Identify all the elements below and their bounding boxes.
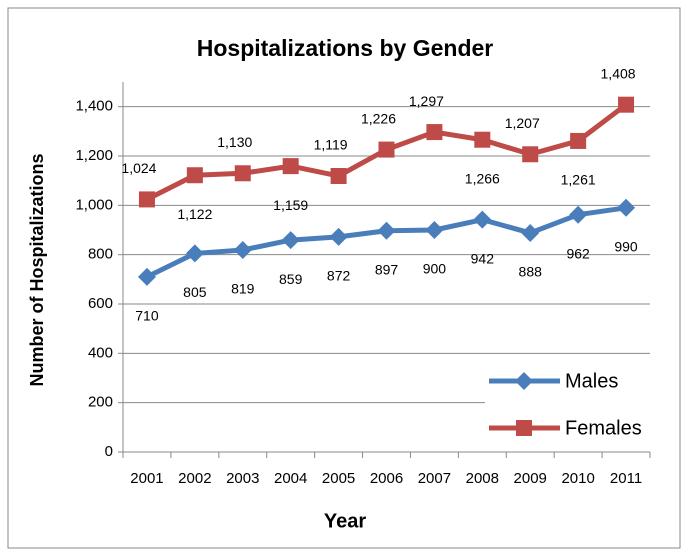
legend-label: Males [565,370,618,392]
data-label: 1,266 [465,170,500,186]
legend-box [485,360,650,450]
data-label: 1,130 [217,134,252,150]
marker [138,191,155,208]
legend-label: Females [565,417,642,439]
marker [281,231,300,250]
data-label: 859 [279,271,303,287]
chart-frame [7,7,681,549]
x-tick-label: 2007 [418,470,451,487]
data-label: 990 [614,239,638,255]
y-tick-label: 1,400 [75,98,113,115]
marker [234,165,251,182]
marker [425,221,444,239]
marker [618,96,635,113]
y-tick-label: 800 [88,246,113,263]
x-axis-label: Year [324,510,366,532]
marker [282,158,299,175]
data-label: 1,226 [361,110,396,126]
marker [330,167,347,184]
y-tick-label: 200 [88,394,113,411]
marker [473,210,492,229]
marker [570,132,587,149]
data-label: 872 [327,268,351,284]
y-tick-label: 400 [88,344,113,361]
data-label: 1,122 [177,206,212,222]
x-tick-label: 2010 [561,470,594,487]
y-tick-label: 1,200 [75,147,113,164]
x-tick-label: 2001 [130,470,163,487]
marker [522,146,539,163]
data-label: 1,159 [273,197,308,213]
marker [233,240,252,259]
data-label: 1,408 [601,65,636,81]
marker [426,124,443,141]
y-tick-label: 0 [105,443,113,460]
y-tick-label: 1,000 [75,196,113,213]
marker [329,227,348,246]
marker [186,167,203,184]
data-label: 962 [566,245,590,261]
marker [137,267,156,286]
data-label: 1,207 [505,115,540,131]
marker [516,420,532,436]
marker [617,198,636,217]
data-label: 900 [423,261,447,277]
x-tick-label: 2011 [610,470,642,487]
data-label: 888 [519,264,543,280]
marker [377,221,396,240]
data-label: 1,119 [314,137,348,153]
marker [569,205,588,224]
data-label: 1,261 [561,172,596,188]
data-label: 819 [231,281,255,297]
y-axis-label: Number of Hospitalizations [27,153,47,386]
data-label: 897 [375,261,399,277]
chart-title: Hospitalizations by Gender [197,35,494,61]
marker [515,372,533,390]
data-label: 710 [135,308,159,324]
data-label: 1,297 [409,93,444,109]
x-tick-label: 2004 [274,470,307,487]
data-label: 1,024 [121,160,156,176]
data-label: 942 [471,250,495,266]
x-tick-label: 2009 [514,470,547,487]
x-tick-label: 2006 [370,470,403,487]
data-label: 805 [183,284,207,300]
y-tick-label: 600 [88,295,113,312]
marker [521,223,540,242]
marker [474,131,491,148]
marker [378,141,395,158]
marker [185,244,204,263]
x-tick-label: 2008 [466,470,499,487]
x-tick-label: 2003 [226,470,259,487]
x-tick-label: 2002 [178,470,211,487]
x-tick-label: 2005 [322,470,355,487]
